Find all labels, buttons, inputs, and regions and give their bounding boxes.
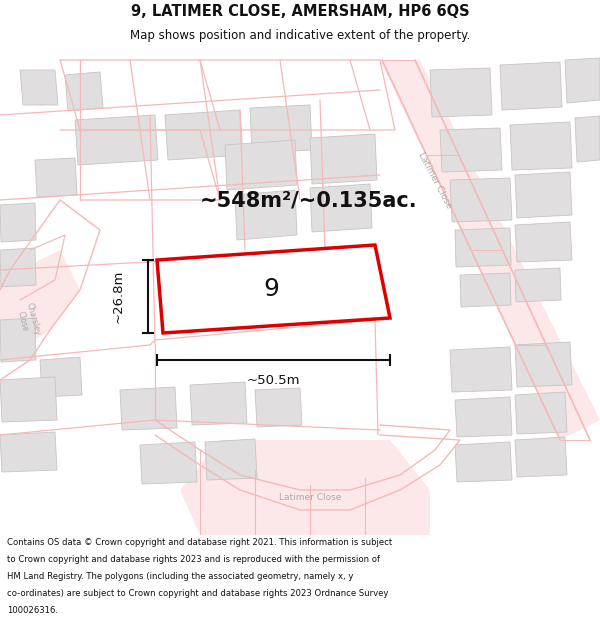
Polygon shape <box>65 72 103 111</box>
Polygon shape <box>565 58 600 103</box>
Text: ~548m²/~0.135ac.: ~548m²/~0.135ac. <box>200 190 418 210</box>
Polygon shape <box>75 115 158 165</box>
Polygon shape <box>515 437 567 477</box>
Polygon shape <box>430 68 492 117</box>
Text: Latimer Close: Latimer Close <box>279 494 341 502</box>
Text: Charsley
Close: Charsley Close <box>14 301 42 339</box>
Polygon shape <box>255 388 302 427</box>
Text: co-ordinates) are subject to Crown copyright and database rights 2023 Ordnance S: co-ordinates) are subject to Crown copyr… <box>7 589 389 598</box>
Polygon shape <box>140 442 197 484</box>
Polygon shape <box>205 439 257 480</box>
Polygon shape <box>500 62 562 110</box>
Text: to Crown copyright and database rights 2023 and is reproduced with the permissio: to Crown copyright and database rights 2… <box>7 555 380 564</box>
Polygon shape <box>0 318 36 362</box>
Polygon shape <box>225 140 297 190</box>
Polygon shape <box>515 172 572 218</box>
Polygon shape <box>0 432 57 472</box>
Text: 9: 9 <box>263 277 279 301</box>
Polygon shape <box>190 382 247 425</box>
Polygon shape <box>455 397 512 437</box>
Polygon shape <box>515 268 561 302</box>
Text: ~50.5m: ~50.5m <box>247 374 300 386</box>
Polygon shape <box>455 228 511 267</box>
Polygon shape <box>455 442 512 482</box>
Polygon shape <box>35 158 77 197</box>
Polygon shape <box>0 250 80 350</box>
Polygon shape <box>515 392 567 434</box>
Polygon shape <box>0 377 57 422</box>
Text: Contains OS data © Crown copyright and database right 2021. This information is : Contains OS data © Crown copyright and d… <box>7 538 392 547</box>
Polygon shape <box>120 387 177 430</box>
Polygon shape <box>575 116 600 162</box>
Polygon shape <box>0 248 36 287</box>
Polygon shape <box>180 440 430 535</box>
Text: 9, LATIMER CLOSE, AMERSHAM, HP6 6QS: 9, LATIMER CLOSE, AMERSHAM, HP6 6QS <box>131 4 469 19</box>
Polygon shape <box>235 190 297 240</box>
Polygon shape <box>157 245 390 333</box>
Text: 100026316.: 100026316. <box>7 606 58 615</box>
Polygon shape <box>450 178 512 222</box>
Polygon shape <box>440 128 502 172</box>
Polygon shape <box>510 122 572 170</box>
Text: Latimer Close: Latimer Close <box>416 151 454 209</box>
Text: HM Land Registry. The polygons (including the associated geometry, namely x, y: HM Land Registry. The polygons (includin… <box>7 572 353 581</box>
Polygon shape <box>0 203 36 242</box>
Polygon shape <box>310 134 377 184</box>
Polygon shape <box>515 342 572 387</box>
Polygon shape <box>450 347 512 392</box>
Polygon shape <box>40 357 82 397</box>
Text: Map shows position and indicative extent of the property.: Map shows position and indicative extent… <box>130 29 470 42</box>
Polygon shape <box>515 222 572 262</box>
Polygon shape <box>380 60 600 440</box>
Polygon shape <box>20 70 58 105</box>
Polygon shape <box>250 105 312 153</box>
Text: ~26.8m: ~26.8m <box>112 270 125 323</box>
Polygon shape <box>310 184 372 232</box>
Polygon shape <box>460 273 511 307</box>
Polygon shape <box>165 110 243 160</box>
